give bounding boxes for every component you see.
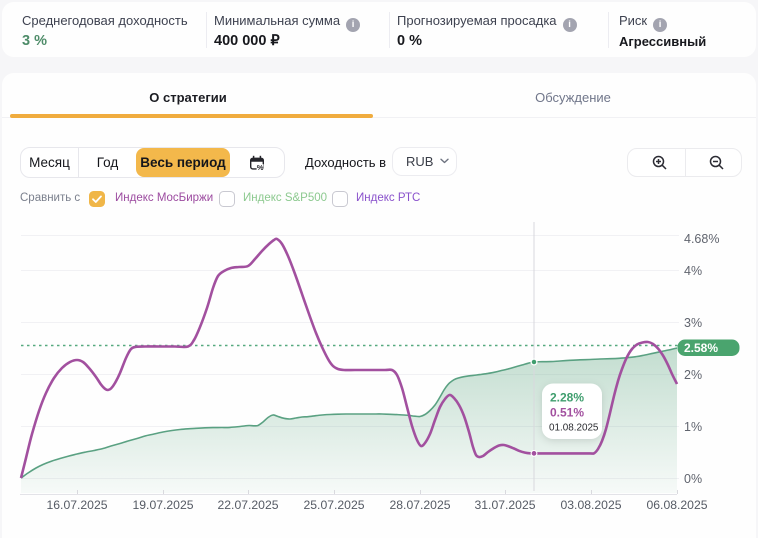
- svg-text:4.68%: 4.68%: [684, 232, 719, 246]
- svg-text:1%: 1%: [684, 420, 702, 434]
- svg-text:0%: 0%: [684, 472, 702, 486]
- svg-text:16.07.2025: 16.07.2025: [47, 498, 108, 512]
- svg-text:03.08.2025: 03.08.2025: [561, 498, 622, 512]
- svg-text:22.07.2025: 22.07.2025: [218, 498, 279, 512]
- svg-text:2.28%: 2.28%: [550, 391, 584, 405]
- svg-text:2%: 2%: [684, 368, 702, 382]
- svg-text:%: %: [257, 163, 264, 171]
- svg-text:31.07.2025: 31.07.2025: [475, 498, 536, 512]
- svg-text:28.07.2025: 28.07.2025: [390, 498, 451, 512]
- svg-text:2.58%: 2.58%: [684, 341, 718, 355]
- svg-text:06.08.2025: 06.08.2025: [647, 498, 708, 512]
- svg-text:25.07.2025: 25.07.2025: [304, 498, 365, 512]
- svg-text:19.07.2025: 19.07.2025: [133, 498, 194, 512]
- svg-text:01.08.2025: 01.08.2025: [549, 423, 599, 434]
- svg-text:4%: 4%: [684, 264, 702, 278]
- svg-text:3%: 3%: [684, 316, 702, 330]
- svg-text:0.51%: 0.51%: [550, 406, 584, 420]
